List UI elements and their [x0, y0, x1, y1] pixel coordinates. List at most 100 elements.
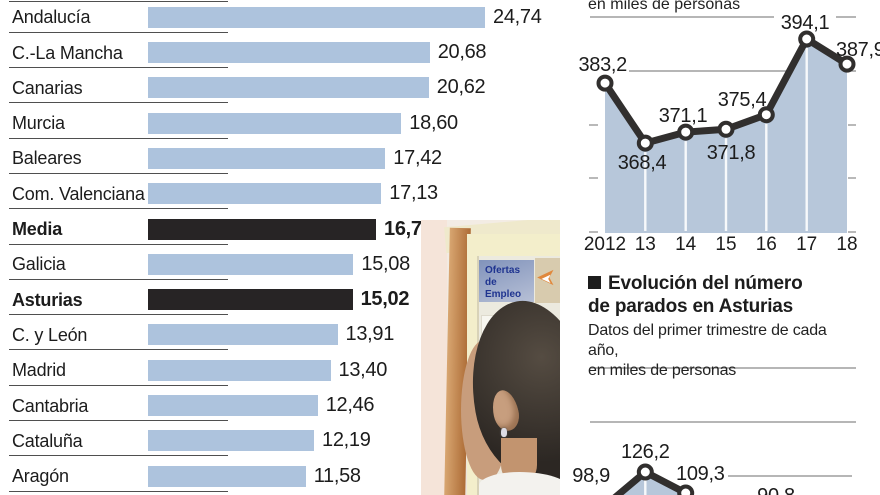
x-axis-label: 18 [836, 234, 858, 255]
bar-label: Media [12, 219, 63, 239]
value-label: 368,4 [617, 152, 667, 174]
bar-row-murcia: Murcia 18,60 [8, 109, 548, 139]
value-label: 109,3 [676, 463, 725, 485]
bar [148, 465, 306, 487]
bar-label: Aragón [12, 466, 69, 487]
bar-row-andaluc-a: Andalucía 24,74 [8, 3, 548, 33]
bar-row-galicia: Galicia 15,08 [8, 250, 548, 280]
bar [148, 289, 353, 311]
bar [148, 395, 318, 416]
bar-value: 20,68 [437, 41, 487, 63]
data-point [717, 120, 735, 138]
woman-shoulder [479, 472, 560, 495]
bar-value: 18,60 [409, 111, 458, 134]
data-point [798, 30, 816, 48]
bar-label: Baleares [12, 148, 82, 169]
area-fill-asturias [617, 472, 686, 495]
bar-value: 12,46 [325, 394, 375, 416]
bar [148, 218, 376, 240]
bar-row-c-y-le-n: C. y León 13,91 [8, 320, 548, 350]
row-divider [9, 420, 228, 421]
bar-label: Andalucía [12, 7, 91, 28]
x-axis-label: 17 [796, 234, 818, 255]
row-divider [9, 314, 228, 316]
row-divider [9, 137, 228, 139]
x-axis-label: 2012 [583, 234, 627, 255]
bar-row-baleares: Baleares 17,42 [8, 144, 548, 174]
value-label: 98,9 [572, 465, 610, 487]
value-label: 383,2 [578, 54, 627, 76]
spain-chart-subtitle: en miles de personas [588, 0, 741, 13]
job-offers-sign: Ofertas de Empleo [479, 260, 534, 302]
bar-value: 17,42 [393, 146, 442, 169]
bar-label: Cantabria [12, 395, 89, 416]
x-axis-label: 13 [634, 234, 656, 255]
value-label: 90,8 [757, 485, 795, 495]
bar [148, 324, 338, 346]
bar [148, 147, 386, 169]
row-divider [9, 455, 228, 457]
value-label: 126,2 [621, 441, 670, 463]
bar-value: 24,74 [493, 5, 542, 28]
data-point [636, 134, 654, 152]
row-divider [9, 208, 228, 210]
value-label: 371,8 [706, 142, 756, 164]
row-divider [9, 278, 228, 280]
data-point [677, 123, 695, 141]
bar-row-cantabria: Cantabria 12,46 [8, 391, 548, 421]
bar-label: Cataluña [12, 430, 83, 451]
arrow-panel: ➤ ➤ [535, 258, 560, 303]
row-divider [9, 243, 228, 245]
bar-value: 13,91 [345, 323, 395, 346]
bar-row-c-la-mancha: C.-La Mancha 20,68 [8, 38, 548, 68]
arrow-left-white-icon: ➤ [541, 271, 552, 286]
bar-label: Madrid [12, 360, 66, 381]
bar-label: C.-La Mancha [12, 42, 123, 63]
earring [501, 428, 507, 437]
data-point [636, 463, 654, 481]
bar-value: 17,13 [389, 182, 438, 205]
bar-label: Canarias [12, 77, 83, 98]
bar [148, 359, 331, 381]
photo-job-board: Ofertas de Empleo ➤ ➤ [421, 220, 560, 495]
value-label: 394,1 [780, 12, 830, 34]
x-axis-label: 16 [755, 234, 777, 255]
bar [148, 112, 402, 134]
bar-value: 13,40 [338, 358, 388, 381]
photo-wall [421, 220, 447, 495]
bar-value: 12,19 [322, 429, 371, 452]
legend-subtitle-line1: Datos del primer trimestre de cada año, [588, 322, 827, 359]
bar-value: 15,08 [361, 252, 410, 275]
bar [148, 42, 430, 63]
bar-value: 11,58 [313, 464, 361, 487]
asturias-chart-legend: Evolución del número de parados en Astur… [588, 272, 858, 381]
sign-text-line2: de Empleo [485, 277, 522, 300]
x-axis-label: 14 [675, 234, 697, 255]
bar-row-asturias: Asturias 15,02 [8, 285, 548, 315]
bar-value: 16,74 [384, 217, 433, 240]
data-point [677, 484, 695, 495]
bar [148, 77, 429, 99]
row-divider [9, 67, 228, 68]
bar-label: Galicia [12, 254, 66, 275]
row-divider [9, 102, 228, 104]
bar-value: 15,02 [360, 288, 410, 311]
bar [148, 183, 382, 205]
legend-subtitle-line2: en miles de personas [588, 362, 737, 379]
bar-row-canarias: Canarias 20,62 [8, 73, 548, 103]
bar [148, 6, 485, 28]
row-divider [9, 349, 228, 351]
legend-title-line2: de parados en Asturias [588, 296, 794, 317]
row-divider [9, 490, 228, 492]
bar-value: 20,62 [436, 76, 486, 99]
legend-title-line1: Evolución del número [588, 272, 858, 295]
sign-text-line1: Ofertas [485, 265, 521, 276]
data-point [838, 55, 856, 73]
row-divider [9, 172, 228, 174]
bar-label: C. y León [12, 324, 88, 345]
bar-row-com-valenciana: Com. Valenciana 17,13 [8, 179, 548, 209]
bar-row-catalu-a: Cataluña 12,19 [8, 426, 548, 456]
data-point [757, 106, 775, 124]
bar-row-media: Media 16,74 [8, 215, 548, 245]
